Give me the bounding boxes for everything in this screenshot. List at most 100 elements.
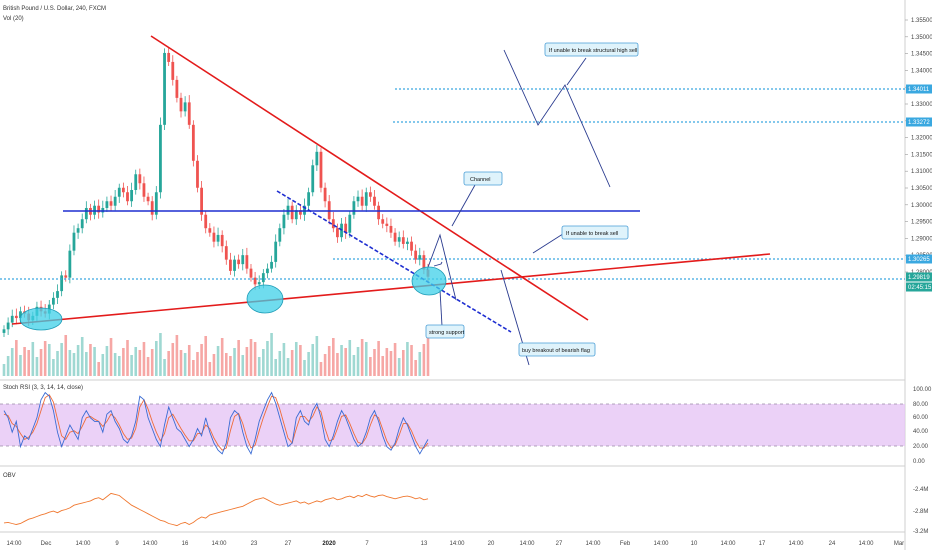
candle-body (216, 234, 220, 242)
arrow-to-channel-note[interactable] (451, 184, 476, 227)
callout-channel[interactable]: Channel (463, 171, 503, 186)
candle-body (373, 196, 376, 206)
candle-body (356, 196, 360, 202)
stoch-tick-label: 80.00 (913, 402, 929, 408)
callout-bearish-flag[interactable]: buy breakout of bearish flag (518, 342, 596, 357)
volume-bar (113, 353, 117, 376)
symbol-title: British Pound / U.S. Dollar, 240, FXCM (3, 6, 106, 12)
volume-bar (257, 357, 261, 376)
price-tick-label: 1.31500 (911, 152, 932, 158)
price-badge-label: 02:45:15 (908, 285, 932, 291)
arrow-to-structural-note[interactable] (566, 57, 587, 86)
volume-bar (146, 357, 150, 376)
candle-body (241, 255, 245, 265)
volume-bar (2, 364, 6, 376)
candle-body (64, 275, 68, 278)
volume-bar (406, 342, 409, 376)
candle-body (163, 52, 166, 125)
candle-body (84, 207, 88, 220)
time-tick-label: 14:00 (519, 541, 535, 547)
candle-body (393, 232, 397, 242)
projection-arrow-small[interactable] (433, 261, 443, 267)
candle-body (72, 232, 76, 251)
volume-bar (192, 360, 195, 376)
stoch-rsi-lines (3, 391, 429, 455)
volume-bar (229, 356, 232, 376)
volume-bar (15, 340, 18, 376)
support-marker-middle[interactable] (246, 284, 284, 314)
candle-body (274, 241, 278, 262)
obv-axis[interactable]: -2.4M -2.8M -3.2M (913, 487, 928, 535)
candle-body (319, 151, 323, 188)
price-axis[interactable]: 1.355001.350001.345001.340001.335001.330… (905, 18, 932, 276)
volume-bar (159, 333, 162, 376)
callout-support[interactable]: strong support (425, 324, 465, 339)
time-tick-label: 27 (556, 541, 563, 547)
candle-body (233, 259, 236, 271)
time-tick-label: 14:00 (449, 541, 465, 547)
support-marker-left[interactable] (19, 307, 63, 331)
volume-bar (39, 349, 43, 376)
time-tick-label: 16 (182, 541, 189, 547)
volume-bar (105, 346, 109, 376)
descending-trendline[interactable] (150, 35, 589, 321)
price-tick-label: 1.29500 (911, 220, 932, 226)
price-tick-label: 1.31000 (911, 169, 932, 175)
time-axis[interactable]: 14:00 Dec 14:00 9 14:00 16 14:00 23 27 2020 7 13 14:… (6, 541, 904, 547)
volume-bar (163, 359, 166, 376)
price-tick-label: 1.29000 (911, 236, 932, 242)
candle-body (344, 223, 348, 233)
candle-body (113, 196, 117, 206)
price-tick-label: 1.32000 (911, 136, 932, 142)
time-tick-label: 27 (285, 541, 292, 547)
volume-bar (212, 354, 216, 376)
volume-bar (85, 352, 88, 376)
support-marker-right[interactable] (411, 266, 447, 296)
volume-bar (47, 344, 51, 376)
volume-bar (249, 339, 253, 376)
volume-bar (414, 360, 417, 376)
candle-body (410, 241, 413, 251)
volume-bar (282, 343, 286, 376)
volume-bar (319, 362, 323, 376)
projection-arrow-upper[interactable] (503, 49, 611, 188)
volume-bar (348, 340, 352, 376)
volume-bar (253, 342, 257, 376)
stoch-rsi-title: Stoch RSI (3, 3, 14, 14, close) (3, 385, 83, 391)
candle-body (56, 291, 59, 298)
projection-arrow-channel[interactable] (426, 233, 457, 301)
volume-bar (344, 348, 347, 376)
volume-bar (286, 358, 290, 376)
time-tick-label: 2020 (322, 541, 336, 547)
price-tick-label: 1.33000 (911, 102, 932, 108)
candle-body (224, 246, 228, 260)
volume-bar (410, 345, 413, 376)
volume-bar (270, 333, 273, 376)
volume-bar (155, 341, 158, 376)
price-badge (906, 84, 932, 94)
volume-bar (109, 338, 113, 376)
ascending-trendline[interactable] (11, 253, 771, 325)
callout-structural[interactable]: If unable to break structural high sell (544, 42, 639, 57)
volume-bar (117, 356, 121, 376)
volume-bar (19, 355, 22, 376)
price-badge-label: 1.30265 (908, 257, 930, 263)
arrow-to-support[interactable] (439, 289, 443, 327)
candle-body (385, 223, 389, 226)
drawings[interactable] (0, 35, 905, 366)
volume-bar (426, 336, 430, 376)
price-badge (906, 117, 932, 127)
arrow-to-break-note[interactable] (532, 231, 567, 254)
volume-bar (171, 343, 175, 376)
volume-title: Vol (20) (3, 16, 24, 22)
candle-body (121, 187, 125, 193)
price-badge-label: 1.34011 (908, 87, 930, 93)
callout-break-sell[interactable]: If unable to break sell (561, 225, 629, 240)
volume-bar (402, 350, 405, 376)
channel-line[interactable] (276, 190, 512, 333)
volume-bar (97, 362, 100, 376)
stoch-axis[interactable]: 100.00 80.00 60.00 40.00 20.00 0.00 (913, 387, 932, 465)
volume-bar (31, 342, 35, 376)
price-tick-label: 1.35500 (911, 18, 932, 24)
